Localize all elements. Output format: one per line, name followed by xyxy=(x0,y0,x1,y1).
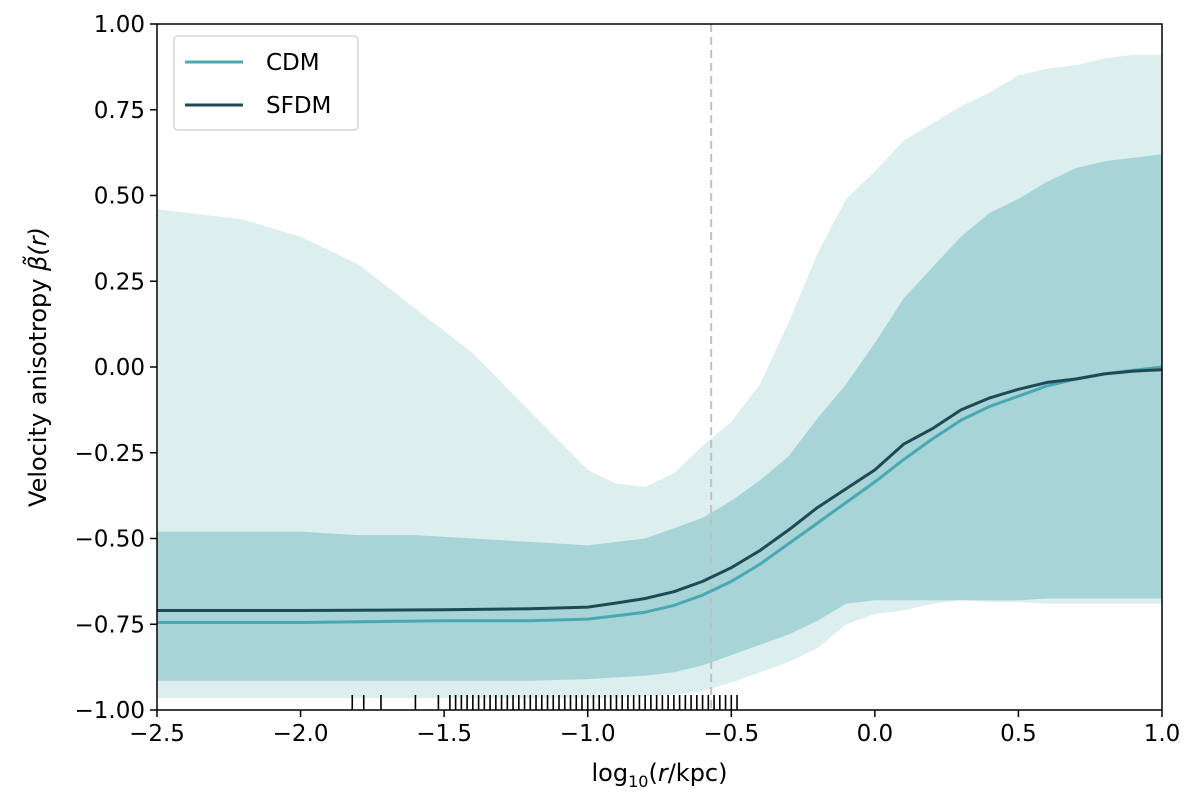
x-tick-label: 1.0 xyxy=(1144,721,1181,747)
x-label-prefix: log xyxy=(592,759,629,787)
y-tick-label: −0.75 xyxy=(75,612,145,638)
x-tick-label: 0.5 xyxy=(1000,721,1037,747)
confidence-bands xyxy=(157,54,1162,698)
y-tick-label: −0.25 xyxy=(75,441,145,467)
y-axis-label: Velocity anisotropy β̃(r) xyxy=(22,227,52,507)
x-tick-label: −0.5 xyxy=(703,721,759,747)
x-axis-label: log10(r/kpc) xyxy=(592,759,728,791)
legend-label-cdm: CDM xyxy=(266,50,320,76)
x-axis-ticks: −2.5 −2.0 −1.5 −1.0 −0.5 0.0 0.5 1.0 xyxy=(129,710,1180,747)
x-label-subscript: 10 xyxy=(628,772,648,791)
y-tick-label: 1.00 xyxy=(94,12,145,38)
x-tick-label: −2.0 xyxy=(273,721,329,747)
x-label-unit: /kpc) xyxy=(668,759,728,787)
legend: CDM SFDM xyxy=(173,35,359,131)
x-tick-label: −1.0 xyxy=(560,721,616,747)
y-tick-label: 0.75 xyxy=(94,98,145,124)
series-lines xyxy=(157,365,1163,624)
y-label-symbol: β̃ xyxy=(22,256,52,272)
x-tick-label: −2.5 xyxy=(129,721,185,747)
series-line-sfdm xyxy=(157,368,1163,612)
y-tick-label: −1.00 xyxy=(75,698,145,724)
y-tick-label: 0.00 xyxy=(94,355,145,381)
y-axis-ticks: −1.00 −0.75 −0.50 −0.25 0.00 0.25 0.50 0.75 1.00 xyxy=(75,12,157,724)
rug-plot xyxy=(351,695,738,710)
x-tick-label: 0.0 xyxy=(857,721,894,747)
y-label-arg: (r) xyxy=(24,227,52,256)
legend-label-sfdm: SFDM xyxy=(266,93,331,119)
x-label-open: ( xyxy=(648,759,657,787)
inner-band xyxy=(157,154,1162,681)
series-line-cdm xyxy=(157,365,1163,624)
y-tick-label: 0.25 xyxy=(94,269,145,295)
x-tick-label: −1.5 xyxy=(416,721,472,747)
y-label-text: Velocity anisotropy xyxy=(24,271,52,507)
y-tick-label: −0.50 xyxy=(75,527,145,553)
x-label-var: r xyxy=(658,759,670,787)
y-tick-label: 0.50 xyxy=(94,184,145,210)
